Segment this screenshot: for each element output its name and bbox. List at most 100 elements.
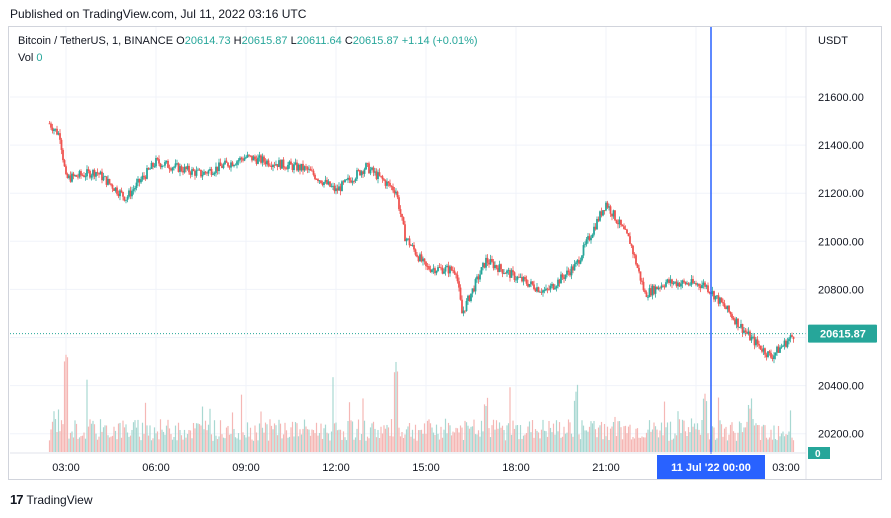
candle — [215, 166, 217, 173]
volume-bar — [324, 424, 327, 452]
volume-bar — [201, 406, 204, 452]
volume-bar — [69, 432, 72, 452]
symbol-legend: Bitcoin / TetherUS, 1, BINANCE O20614.73… — [18, 35, 478, 47]
volume-bar — [687, 427, 690, 452]
volume-bar — [372, 421, 375, 452]
volume-bar — [258, 423, 261, 452]
candle — [207, 170, 210, 174]
candle — [345, 179, 348, 181]
volume-bar — [450, 435, 453, 452]
candle — [62, 149, 64, 161]
volume-bar — [602, 439, 604, 452]
volume-bar — [485, 405, 487, 452]
candle — [131, 190, 133, 197]
tradingview-logo-icon: 17 — [10, 492, 24, 507]
candle — [306, 167, 309, 170]
candle — [371, 167, 373, 170]
candle — [521, 276, 523, 282]
volume-bar — [66, 357, 69, 452]
candle — [117, 193, 120, 197]
candle — [377, 172, 379, 180]
volume-bar — [285, 430, 288, 452]
candle — [192, 169, 195, 171]
volume-bar — [479, 436, 481, 452]
price-chart[interactable]: USDT 21600.00 21400.00 21200.00 21000.00 2080… — [9, 27, 881, 479]
volume-bar — [636, 428, 639, 452]
volume-bar — [462, 439, 465, 452]
candle — [384, 180, 387, 186]
candle — [327, 181, 330, 185]
volume-bar — [635, 428, 637, 452]
volume-bar — [567, 419, 570, 452]
volume-bar — [539, 438, 541, 452]
candle — [774, 352, 777, 356]
x-tick-label: 18:00 — [502, 462, 530, 474]
volume-bar — [429, 423, 432, 452]
candle — [776, 346, 778, 353]
volume-bar — [48, 440, 51, 452]
volume-bar — [269, 419, 271, 452]
candle — [555, 286, 558, 289]
volume-bar — [237, 433, 240, 452]
candle — [761, 349, 763, 352]
candle — [699, 286, 702, 288]
volume-bar — [584, 430, 586, 452]
volume-bar — [293, 436, 295, 452]
candle — [299, 164, 301, 171]
candle — [315, 179, 318, 180]
candle — [623, 226, 625, 230]
candle — [389, 182, 391, 186]
volume-bar — [747, 404, 750, 452]
candle — [551, 283, 553, 286]
volume-bar — [150, 440, 153, 452]
volume-bar — [390, 419, 393, 452]
volume-bar — [377, 429, 379, 452]
candle — [87, 169, 90, 171]
candle — [440, 267, 442, 269]
candle — [543, 290, 546, 292]
volume-bar — [611, 426, 613, 452]
candle — [318, 180, 321, 182]
candle — [653, 285, 655, 294]
candle — [267, 160, 270, 166]
candle — [525, 279, 528, 284]
volume-bar — [743, 427, 745, 452]
volume-bar — [177, 422, 180, 452]
candle — [533, 284, 535, 290]
volume-bar — [536, 430, 538, 452]
volume-bar — [395, 361, 397, 452]
volume-bar — [665, 427, 667, 452]
candle — [615, 220, 618, 224]
candle — [326, 179, 328, 185]
volume-bar — [449, 425, 451, 452]
volume-bar — [582, 425, 585, 452]
candle — [75, 175, 78, 177]
candle — [308, 168, 310, 170]
candle — [443, 271, 445, 274]
volume-bar — [461, 427, 463, 452]
volume-bar — [147, 435, 150, 452]
volume-bar — [405, 429, 408, 452]
volume-bar — [245, 437, 247, 452]
volume-bar — [174, 425, 177, 452]
volume-bar — [170, 434, 172, 452]
volume-bar — [692, 426, 694, 452]
volume-bar — [413, 438, 415, 452]
volume-bar — [729, 424, 732, 452]
volume-bar — [690, 418, 693, 452]
volume-bar — [198, 424, 201, 452]
tradingview-logo[interactable]: 17 TradingView — [10, 492, 93, 507]
candle — [156, 158, 159, 160]
candle — [341, 181, 343, 192]
candle — [585, 239, 588, 245]
volume-bar — [563, 426, 565, 452]
candle — [786, 341, 789, 347]
volume-bar — [759, 439, 762, 452]
volume-bar — [267, 440, 270, 452]
candle — [725, 307, 727, 310]
candle — [227, 162, 229, 167]
volume-bar — [95, 433, 97, 452]
volume-bar — [629, 424, 631, 452]
candle — [650, 288, 652, 296]
volume-bar — [86, 379, 88, 452]
